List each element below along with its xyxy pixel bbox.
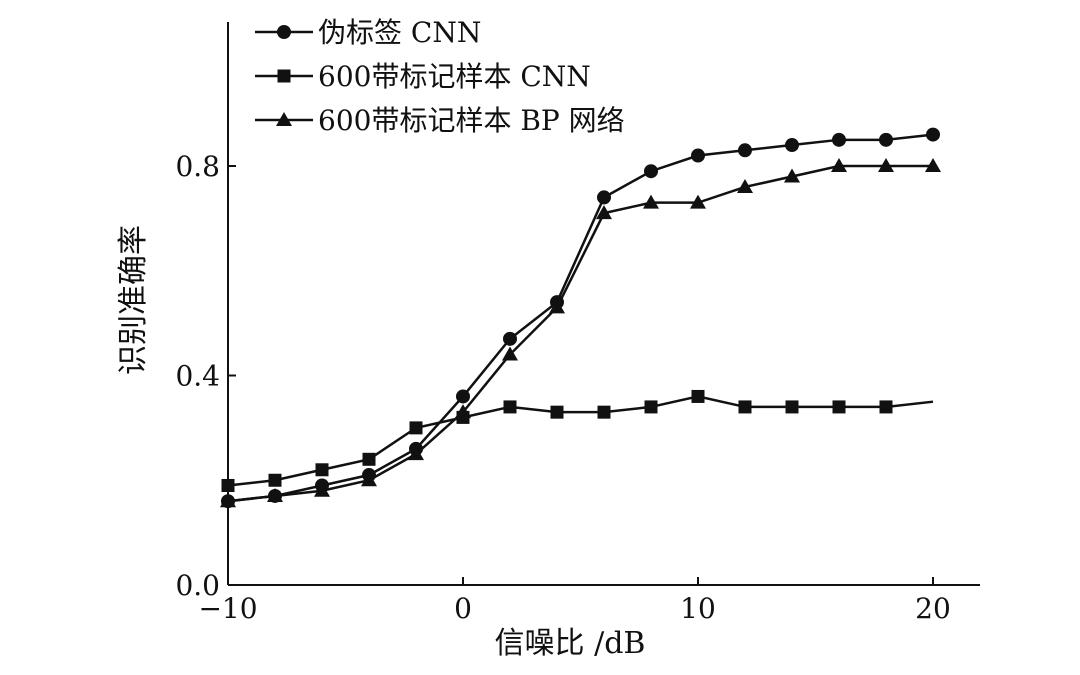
series-line	[227, 164, 933, 503]
data-point-square	[503, 400, 517, 414]
legend: 伪标签 CNN 600带标记样本 CNN 600带标记样本 BP 网络	[255, 16, 625, 137]
legend-item: 伪标签 CNN	[255, 16, 481, 49]
legend-item: 600带标记样本 BP 网络	[255, 104, 625, 137]
data-point-triangle	[314, 482, 330, 497]
data-point-triangle	[220, 493, 236, 508]
data-point-circle	[926, 127, 940, 142]
data-point-triangle	[925, 158, 941, 172]
series-line	[227, 395, 934, 487]
legend-label: 伪标签 CNN	[318, 16, 481, 49]
axes: −10 0 10 20 0.0 0.4 0.8	[175, 22, 980, 625]
data-point-triangle	[596, 205, 612, 220]
data-point-square	[738, 400, 752, 414]
data-point-circle	[597, 190, 611, 205]
y-tick-label: 0.4	[175, 360, 220, 393]
data-point-triangle	[267, 487, 283, 502]
y-tick-label: 0.0	[175, 569, 220, 602]
series-layer	[220, 127, 941, 509]
data-point-square	[221, 478, 235, 492]
data-point-square	[550, 405, 564, 419]
series-triangle	[220, 158, 941, 508]
data-point-square	[409, 421, 423, 435]
data-point-square	[644, 400, 658, 414]
data-point-circle	[879, 132, 893, 147]
legend-label: 600带标记样本 BP 网络	[318, 104, 625, 137]
data-point-circle	[785, 138, 799, 153]
x-tick-label: 20	[915, 592, 951, 625]
data-point-square	[691, 389, 705, 403]
series-line	[227, 133, 934, 503]
data-point-circle	[644, 164, 658, 179]
data-point-triangle	[878, 158, 894, 172]
data-point-triangle	[643, 194, 659, 209]
legend-label: 600带标记样本 CNN	[318, 60, 591, 93]
x-tick-label: −10	[198, 592, 257, 625]
series-square	[221, 389, 934, 492]
x-tick-label: 10	[680, 592, 716, 625]
data-point-square	[832, 400, 846, 414]
data-point-square	[785, 400, 799, 414]
data-point-circle	[832, 132, 846, 147]
series-circle	[221, 127, 940, 509]
data-point-triangle	[737, 178, 753, 193]
data-point-square	[315, 463, 329, 477]
data-point-circle	[503, 331, 517, 346]
legend-marker-square	[277, 69, 291, 83]
legend-item: 600带标记样本 CNN	[255, 60, 591, 93]
data-point-triangle	[784, 168, 800, 183]
x-axis-title: 信噪比 /dB	[495, 626, 646, 661]
data-point-circle	[691, 148, 705, 163]
data-point-square	[879, 400, 893, 414]
data-point-square	[597, 405, 611, 419]
data-point-triangle	[455, 404, 471, 419]
data-point-triangle	[502, 346, 518, 361]
legend-marker-triangle	[276, 112, 292, 126]
data-point-triangle	[690, 194, 706, 209]
data-point-triangle	[549, 299, 565, 314]
data-point-triangle	[361, 472, 377, 487]
data-point-triangle	[408, 446, 424, 461]
data-point-circle	[738, 143, 752, 158]
x-tick-label: 0	[454, 592, 472, 625]
y-axis-title: 识别准确率	[116, 225, 151, 375]
data-point-square	[268, 473, 282, 487]
y-tick-label: 0.8	[175, 150, 220, 183]
data-point-triangle	[831, 158, 847, 172]
data-point-circle	[456, 389, 470, 404]
legend-marker-circle	[277, 25, 291, 39]
data-point-square	[362, 452, 376, 466]
